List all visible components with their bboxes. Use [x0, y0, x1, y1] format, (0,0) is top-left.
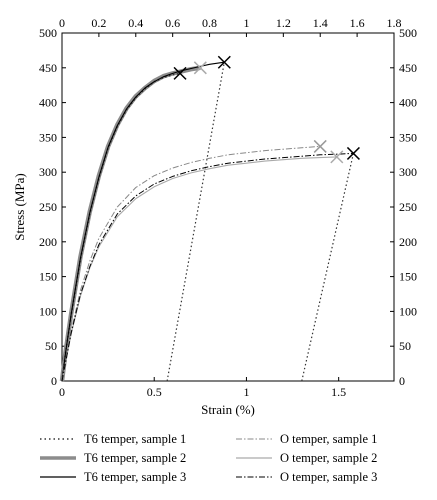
- y-tick-label-left: 300: [39, 165, 57, 179]
- y-tick-label-left: 450: [39, 61, 57, 75]
- legend: T6 temper, sample 1 T6 temper, sample 2 …: [0, 430, 437, 500]
- y-tick-label-left: 150: [39, 270, 57, 284]
- fracture-marker: [346, 146, 360, 160]
- fracture-marker: [217, 55, 231, 69]
- x-tick-label-bottom: 1.5: [331, 385, 346, 399]
- series-line-dashdot-light: [61, 145, 321, 382]
- y-tick-label-left: 250: [39, 200, 57, 214]
- y-tick-label-left: 50: [45, 339, 57, 353]
- legend-label: O temper, sample 3: [280, 469, 378, 484]
- legend-swatch-solid-light: [236, 457, 272, 459]
- legend-item-o-sample-3: O temper, sample 3: [236, 468, 377, 486]
- fracture-marker: [330, 150, 344, 164]
- x-tick-label-top: 0.6: [165, 16, 180, 30]
- axis-ticks: [61, 32, 395, 382]
- y-tick-label-right: 400: [399, 96, 417, 110]
- fracture-marker: [173, 66, 187, 80]
- legend-label: O temper, sample 2: [280, 450, 378, 465]
- y-tick-label-right: 250: [399, 200, 417, 214]
- series-line-solid-light: [61, 156, 337, 382]
- y-tick-label-right: 50: [399, 339, 411, 353]
- x-axis-label: Strain (%): [201, 402, 255, 417]
- series-line-dashdot: [61, 152, 354, 382]
- y-tick-label-left: 0: [51, 374, 57, 388]
- y-tick-label-right: 450: [399, 61, 417, 75]
- legend-label: O temper, sample 1: [280, 431, 378, 446]
- x-tick-label-top: 1.2: [276, 16, 291, 30]
- fracture-marker: [313, 139, 327, 153]
- plot-frame: [61, 32, 395, 382]
- x-tick-label-top: 0.2: [91, 16, 106, 30]
- legend-item-o-sample-1: O temper, sample 1: [236, 430, 377, 448]
- y-axis-label: Stress (MPa): [12, 173, 27, 241]
- marker-stroke: [193, 61, 207, 75]
- marker-stroke: [217, 55, 231, 69]
- legend-item-t6-sample-3: T6 temper, sample 3: [40, 468, 186, 486]
- x-tick-label-top: 0: [59, 16, 65, 30]
- y-tick-label-right: 200: [399, 235, 417, 249]
- marker-stroke: [313, 139, 327, 153]
- x-tick-label-top: 1.4: [313, 16, 328, 30]
- y-tick-label-right: 350: [399, 130, 417, 144]
- fracture-marker: [193, 61, 207, 75]
- y-tick-label-right: 150: [399, 270, 417, 284]
- x-tick-label-bottom: 0: [59, 385, 65, 399]
- y-tick-label-right: 0: [399, 374, 405, 388]
- unloading-line: [301, 153, 355, 382]
- legend-label: T6 temper, sample 1: [84, 431, 187, 446]
- x-tick-label-bottom: 1: [243, 385, 249, 399]
- x-tick-label-top: 0.8: [202, 16, 217, 30]
- series-line-thick: [59, 65, 201, 382]
- legend-item-t6-sample-2: T6 temper, sample 2: [40, 449, 186, 467]
- y-tick-label-left: 350: [39, 130, 57, 144]
- legend-label: T6 temper, sample 2: [84, 450, 187, 465]
- legend-swatch-thick: [40, 456, 76, 460]
- legend-swatch-dashdot: [236, 476, 272, 478]
- marker-stroke: [173, 66, 187, 80]
- y-tick-label-left: 200: [39, 235, 57, 249]
- marker-stroke: [330, 150, 344, 164]
- y-tick-label-right: 300: [399, 165, 417, 179]
- legend-swatch-solid: [40, 476, 76, 478]
- legend-label: T6 temper, sample 3: [84, 469, 187, 484]
- y-tick-label-right: 100: [399, 304, 417, 318]
- y-tick-label-left: 500: [39, 26, 57, 40]
- y-tick-label-left: 100: [39, 304, 57, 318]
- x-tick-label-top: 0.4: [128, 16, 143, 30]
- legend-swatch-dotted: [40, 438, 76, 440]
- legend-item-t6-sample-1: T6 temper, sample 1: [40, 430, 186, 448]
- legend-item-o-sample-2: O temper, sample 2: [236, 449, 377, 467]
- fracture-markers: [173, 55, 360, 164]
- x-tick-label-top: 1: [243, 16, 249, 30]
- x-tick-label-bottom: 0.5: [147, 385, 162, 399]
- legend-swatch-dashdot-light: [236, 438, 272, 440]
- x-tick-label-top: 1.6: [350, 16, 365, 30]
- series-line-solid: [61, 61, 225, 382]
- data-series: [59, 61, 354, 382]
- y-tick-label-right: 500: [399, 26, 417, 40]
- x-tick-label-top: 1.8: [387, 16, 402, 30]
- marker-stroke: [346, 146, 360, 160]
- y-tick-label-left: 400: [39, 96, 57, 110]
- unloading-line: [166, 62, 225, 382]
- unloading-lines: [166, 62, 355, 382]
